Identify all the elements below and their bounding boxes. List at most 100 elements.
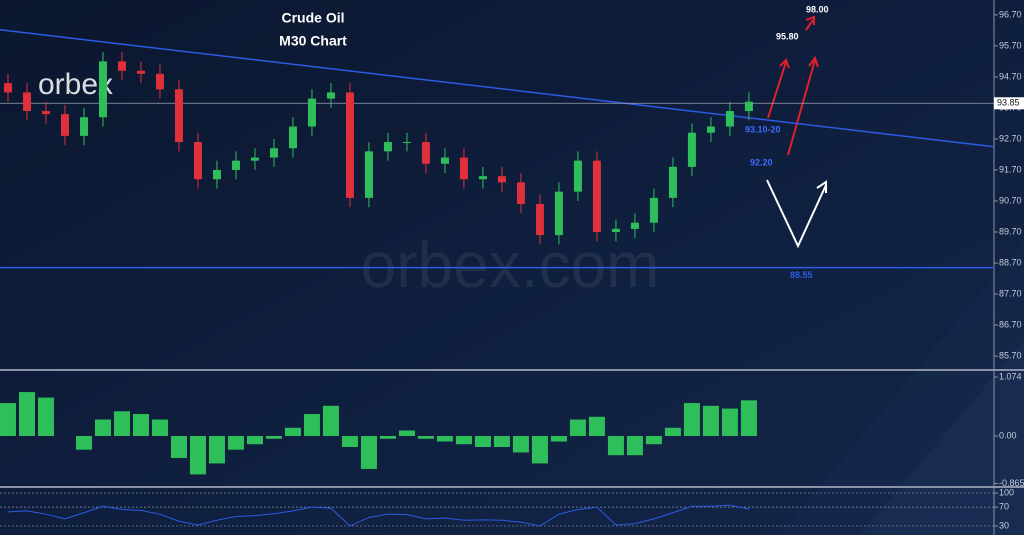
histogram-bar [683, 403, 700, 436]
last-price-label: 93.85 [997, 98, 1020, 108]
candle-body [269, 148, 278, 158]
y-tick-label: 94.70 [999, 71, 1022, 81]
candle-body [174, 89, 183, 143]
y-tick-label: 95.70 [999, 40, 1022, 50]
y-tick-label: 1.074 [999, 371, 1022, 381]
histogram-bar [645, 435, 662, 445]
chart-title: Crude Oil [281, 10, 344, 26]
histogram-bar [531, 435, 548, 464]
histogram-bar [0, 403, 16, 436]
histogram-bar [18, 392, 35, 436]
candle-body [41, 111, 50, 115]
candle-body [307, 98, 316, 127]
histogram-bar [664, 427, 681, 436]
candle-body [440, 157, 449, 164]
candle-body [459, 157, 468, 180]
histogram-bar [398, 430, 415, 436]
candle-body [3, 83, 12, 93]
histogram-bar [113, 411, 130, 436]
candle-body [516, 182, 525, 205]
candle-body [706, 126, 715, 133]
histogram-bar [740, 400, 757, 436]
histogram-bar [227, 435, 244, 450]
histogram-bar [170, 435, 187, 458]
y-tick-label: 100 [999, 487, 1014, 497]
support-label: 88.55 [790, 270, 813, 280]
y-tick-label: 91.70 [999, 164, 1022, 174]
candle-body [60, 114, 69, 136]
candle-body [687, 132, 696, 167]
candle-body [136, 70, 145, 74]
candle-body [326, 92, 335, 99]
y-tick-label: 87.70 [999, 288, 1022, 298]
y-tick-label: 89.70 [999, 226, 1022, 236]
histogram-bar [303, 414, 320, 436]
candle-body [250, 157, 259, 161]
candle-body [212, 169, 221, 180]
candle-body [193, 142, 202, 180]
annotation: 95.80 [776, 31, 799, 41]
candle-body [155, 73, 164, 90]
histogram-bar [588, 416, 605, 436]
histogram-bar [550, 435, 567, 442]
histogram-bar [75, 435, 92, 450]
histogram-bar [702, 405, 719, 436]
histogram-bar [626, 435, 643, 456]
y-tick-label: 86.70 [999, 319, 1022, 329]
histogram-bar [246, 435, 263, 445]
candle-body [535, 204, 544, 236]
histogram-bar [436, 435, 453, 442]
annotation: 93.10-20 [745, 124, 781, 134]
candle-body [478, 176, 487, 180]
histogram-bar [607, 435, 624, 456]
histogram-bar [208, 435, 225, 464]
histogram-bar [341, 435, 358, 447]
candle-body [611, 228, 620, 232]
histogram-bar [569, 419, 586, 436]
y-tick-label: 90.70 [999, 195, 1022, 205]
histogram-bar [455, 435, 472, 445]
candle-body [573, 160, 582, 192]
trendline [0, 29, 995, 148]
candle-body [668, 166, 677, 198]
histogram-bar [512, 435, 529, 453]
histogram-bar [379, 435, 396, 439]
annotation: 98.00 [806, 4, 829, 14]
candle-body [554, 191, 563, 236]
histogram-bar [322, 405, 339, 436]
y-tick-label: 30 [999, 520, 1009, 530]
candle-body [592, 160, 601, 232]
annotation: 92.20 [750, 157, 773, 167]
candle-body [630, 222, 639, 229]
histogram-bar [265, 435, 282, 439]
candle-body [402, 142, 411, 144]
histogram-bar [94, 419, 111, 436]
histogram-bar [284, 427, 301, 436]
histogram-bar [417, 435, 434, 439]
last-price-box [994, 97, 1024, 110]
y-tick-label: 92.70 [999, 133, 1022, 143]
candle-body [744, 101, 753, 112]
arrows [767, 15, 819, 156]
histogram-bar [189, 435, 206, 475]
y-tick-label: -0.865 [999, 478, 1024, 488]
histogram-bar [37, 397, 54, 436]
candle-body [497, 176, 506, 183]
histogram-bar [474, 435, 491, 447]
y-tick-label: 85.70 [999, 350, 1022, 360]
y-tick-label: 88.70 [999, 257, 1022, 267]
candle-body [98, 61, 107, 118]
candle-body [79, 117, 88, 136]
candle-body [288, 126, 297, 149]
histogram-bar [721, 408, 738, 436]
watermark: orbex.com [361, 229, 660, 301]
rsi-line [7, 504, 750, 527]
candle-body [117, 61, 126, 71]
histogram-bar [493, 435, 510, 447]
y-tick-label: 70 [999, 502, 1009, 512]
histogram-bar [132, 414, 149, 436]
candle-body [725, 111, 734, 127]
v-path [766, 179, 827, 249]
y-tick-label: 96.70 [999, 9, 1022, 19]
